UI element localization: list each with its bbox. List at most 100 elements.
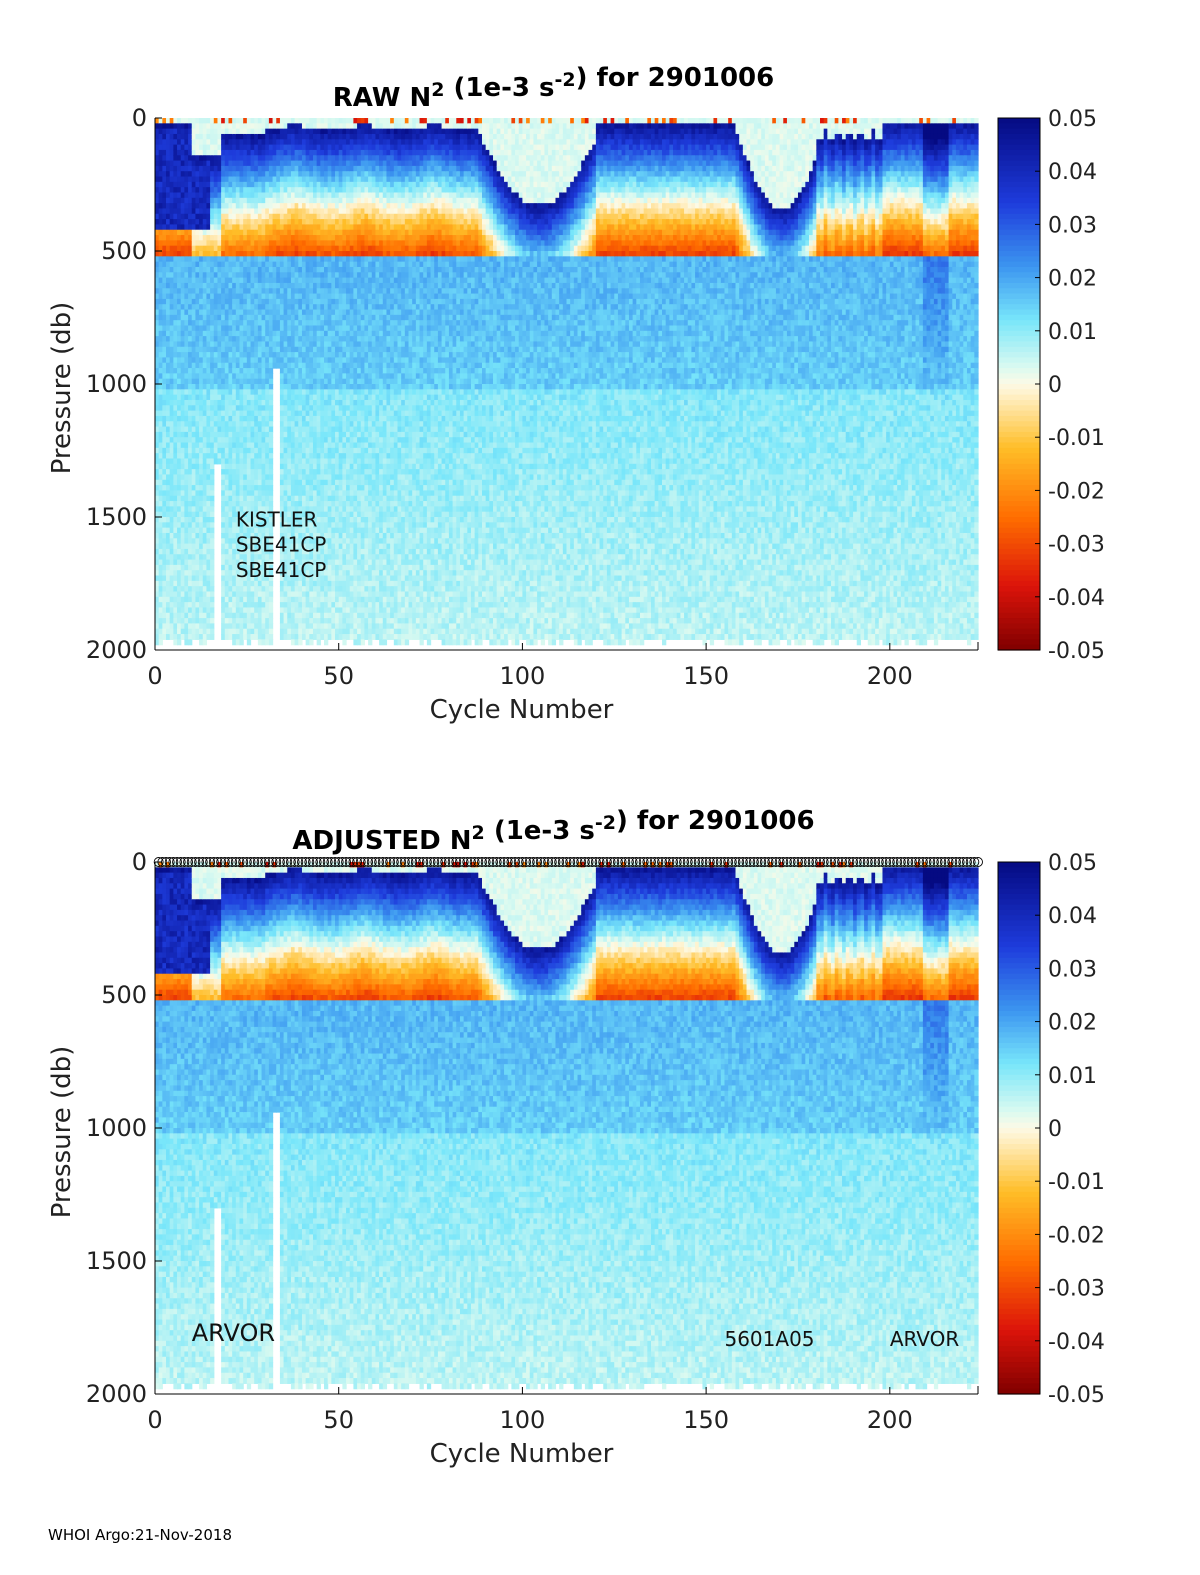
- heatmap-cell: [225, 240, 229, 246]
- heatmap-cell: [181, 320, 185, 326]
- heatmap-cell: [170, 272, 174, 278]
- heatmap-cell: [306, 246, 310, 252]
- heatmap-cell: [228, 224, 232, 230]
- heatmap-cell: [291, 278, 295, 284]
- heatmap-cell: [320, 443, 324, 449]
- heatmap-cell: [210, 134, 214, 140]
- heatmap-cell: [210, 299, 214, 305]
- heatmap-cell: [217, 341, 221, 347]
- heatmap-cell: [291, 304, 295, 310]
- heatmap-cell: [320, 485, 324, 491]
- heatmap-cell: [240, 118, 244, 124]
- heatmap-cell: [243, 352, 247, 358]
- heatmap-cell: [324, 240, 328, 246]
- heatmap-cell: [173, 299, 177, 305]
- heatmap-cell: [206, 267, 210, 273]
- heatmap-cell: [328, 395, 332, 401]
- heatmap-cell: [166, 155, 170, 161]
- heatmap-cell: [181, 522, 185, 528]
- heatmap-cell: [162, 278, 166, 284]
- heatmap-cell: [306, 251, 310, 257]
- heatmap-cell: [188, 187, 192, 193]
- heatmap-cell: [203, 310, 207, 316]
- heatmap-cell: [313, 166, 317, 172]
- heatmap-cell: [214, 336, 218, 342]
- heatmap-cell: [221, 145, 225, 151]
- heatmap-cell: [206, 474, 210, 480]
- heatmap-cell: [265, 198, 269, 204]
- heatmap-cell: [306, 416, 310, 422]
- heatmap-cell: [210, 576, 214, 582]
- heatmap-cell: [317, 331, 321, 337]
- heatmap-cell: [280, 161, 284, 167]
- heatmap-cell: [236, 208, 240, 214]
- heatmap-cell: [302, 219, 306, 225]
- heatmap-cell: [228, 437, 232, 443]
- heatmap-cell: [221, 320, 225, 326]
- heatmap-cell: [240, 395, 244, 401]
- heatmap-cell: [247, 336, 251, 342]
- heatmap-cell: [324, 416, 328, 422]
- heatmap-cell: [188, 389, 192, 395]
- heatmap-cell: [258, 501, 262, 507]
- heatmap-cell: [287, 607, 291, 613]
- heatmap-cell: [328, 208, 332, 214]
- heatmap-cell: [247, 591, 251, 597]
- heatmap-cell: [184, 570, 188, 576]
- heatmap-cell: [181, 421, 185, 427]
- heatmap-cell: [155, 150, 159, 156]
- heatmap-cell: [280, 150, 284, 156]
- heatmap-cell: [228, 560, 232, 566]
- heatmap-cell: [214, 123, 218, 129]
- heatmap-cell: [243, 607, 247, 613]
- heatmap-cell: [265, 368, 269, 374]
- heatmap-cell: [291, 187, 295, 193]
- heatmap-cell: [320, 602, 324, 608]
- heatmap-cell: [170, 182, 174, 188]
- heatmap-cell: [159, 203, 163, 209]
- heatmap-cell: [217, 443, 221, 449]
- heatmap-cell: [302, 480, 306, 486]
- heatmap-cell: [262, 123, 266, 129]
- heatmap-cell: [317, 118, 321, 124]
- heatmap-cell: [302, 139, 306, 145]
- heatmap-cell: [302, 389, 306, 395]
- heatmap-cell: [291, 129, 295, 135]
- heatmap-cell: [159, 506, 163, 512]
- heatmap-cell: [243, 310, 247, 316]
- heatmap-cell: [280, 246, 284, 252]
- heatmap-cell: [170, 448, 174, 454]
- heatmap-cell: [324, 161, 328, 167]
- heatmap-cell: [331, 384, 335, 390]
- heatmap-cell: [262, 602, 266, 608]
- heatmap-cell: [225, 538, 229, 544]
- heatmap-cell: [155, 267, 159, 273]
- heatmap-cell: [214, 384, 218, 390]
- heatmap-cell: [221, 554, 225, 560]
- heatmap-cell: [265, 469, 269, 475]
- heatmap-cell: [331, 118, 335, 124]
- heatmap-cell: [195, 155, 199, 161]
- heatmap-cell: [247, 161, 251, 167]
- heatmap-cell: [232, 437, 236, 443]
- heatmap-cell: [331, 336, 335, 342]
- heatmap-cell: [225, 192, 229, 198]
- heatmap-cell: [317, 203, 321, 209]
- heatmap-cell: [240, 432, 244, 438]
- heatmap-cell: [276, 320, 280, 326]
- heatmap-cell: [206, 405, 210, 411]
- heatmap-cell: [320, 368, 324, 374]
- heatmap-cell: [192, 554, 196, 560]
- heatmap-cell: [188, 315, 192, 321]
- heatmap-cell: [225, 198, 229, 204]
- heatmap-cell: [155, 192, 159, 198]
- heatmap-cell: [195, 533, 199, 539]
- heatmap-cell: [166, 129, 170, 135]
- heatmap-cell: [254, 373, 258, 379]
- heatmap-cell: [291, 623, 295, 629]
- heatmap-cell: [192, 427, 196, 433]
- heatmap-cell: [170, 357, 174, 363]
- heatmap-cell: [177, 214, 181, 220]
- heatmap-cell: [280, 129, 284, 135]
- heatmap-cell: [295, 485, 299, 491]
